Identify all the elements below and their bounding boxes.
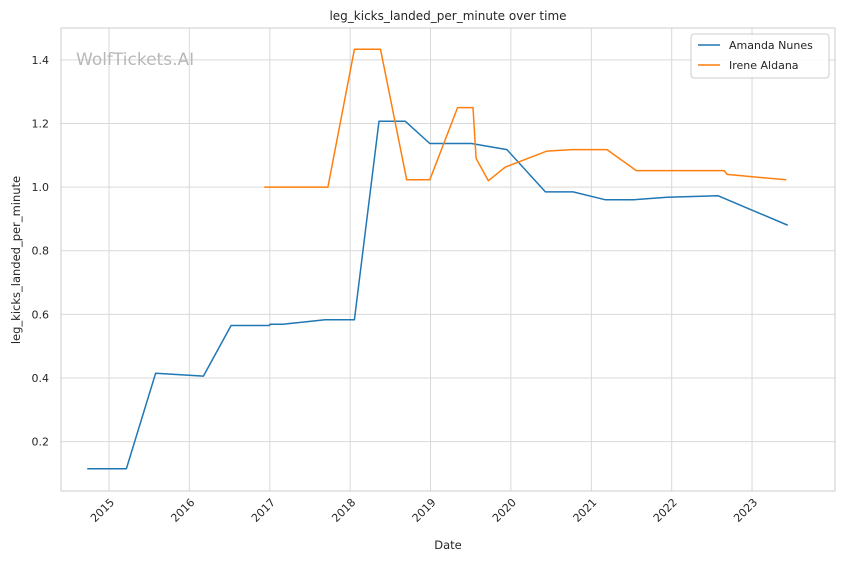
legend-label-amanda-nunes: Amanda Nunes — [729, 39, 813, 52]
grid-lines — [61, 28, 835, 491]
legend-box — [690, 33, 830, 79]
legend-label-irene-aldana: Irene Aldana — [729, 59, 799, 72]
plot-frame — [60, 27, 836, 492]
x-axis-label: Date — [434, 538, 462, 552]
y-tick-labels: 0.2 0.4 0.6 0.8 1.0 1.2 1.4 — [32, 54, 50, 449]
y-tick-label: 1.2 — [32, 117, 50, 130]
y-tick-label: 0.4 — [32, 372, 50, 385]
series-line-amanda-nunes — [87, 120, 788, 470]
y-tick-label: 0.2 — [32, 436, 50, 449]
y-axis-label: leg_kicks_landed_per_minute — [9, 176, 23, 344]
series-line-irene-aldana — [264, 48, 787, 188]
y-tick-label: 1.0 — [32, 181, 50, 194]
watermark-text: WolfTickets.AI — [76, 50, 194, 70]
chart-title: leg_kicks_landed_per_minute over time — [329, 9, 566, 23]
legend: Amanda Nunes Irene Aldana — [690, 33, 830, 79]
y-tick-label: 0.6 — [32, 308, 50, 321]
series-lines — [87, 48, 788, 470]
y-tick-label: 1.4 — [32, 54, 50, 67]
y-tick-label: 0.8 — [32, 245, 50, 258]
